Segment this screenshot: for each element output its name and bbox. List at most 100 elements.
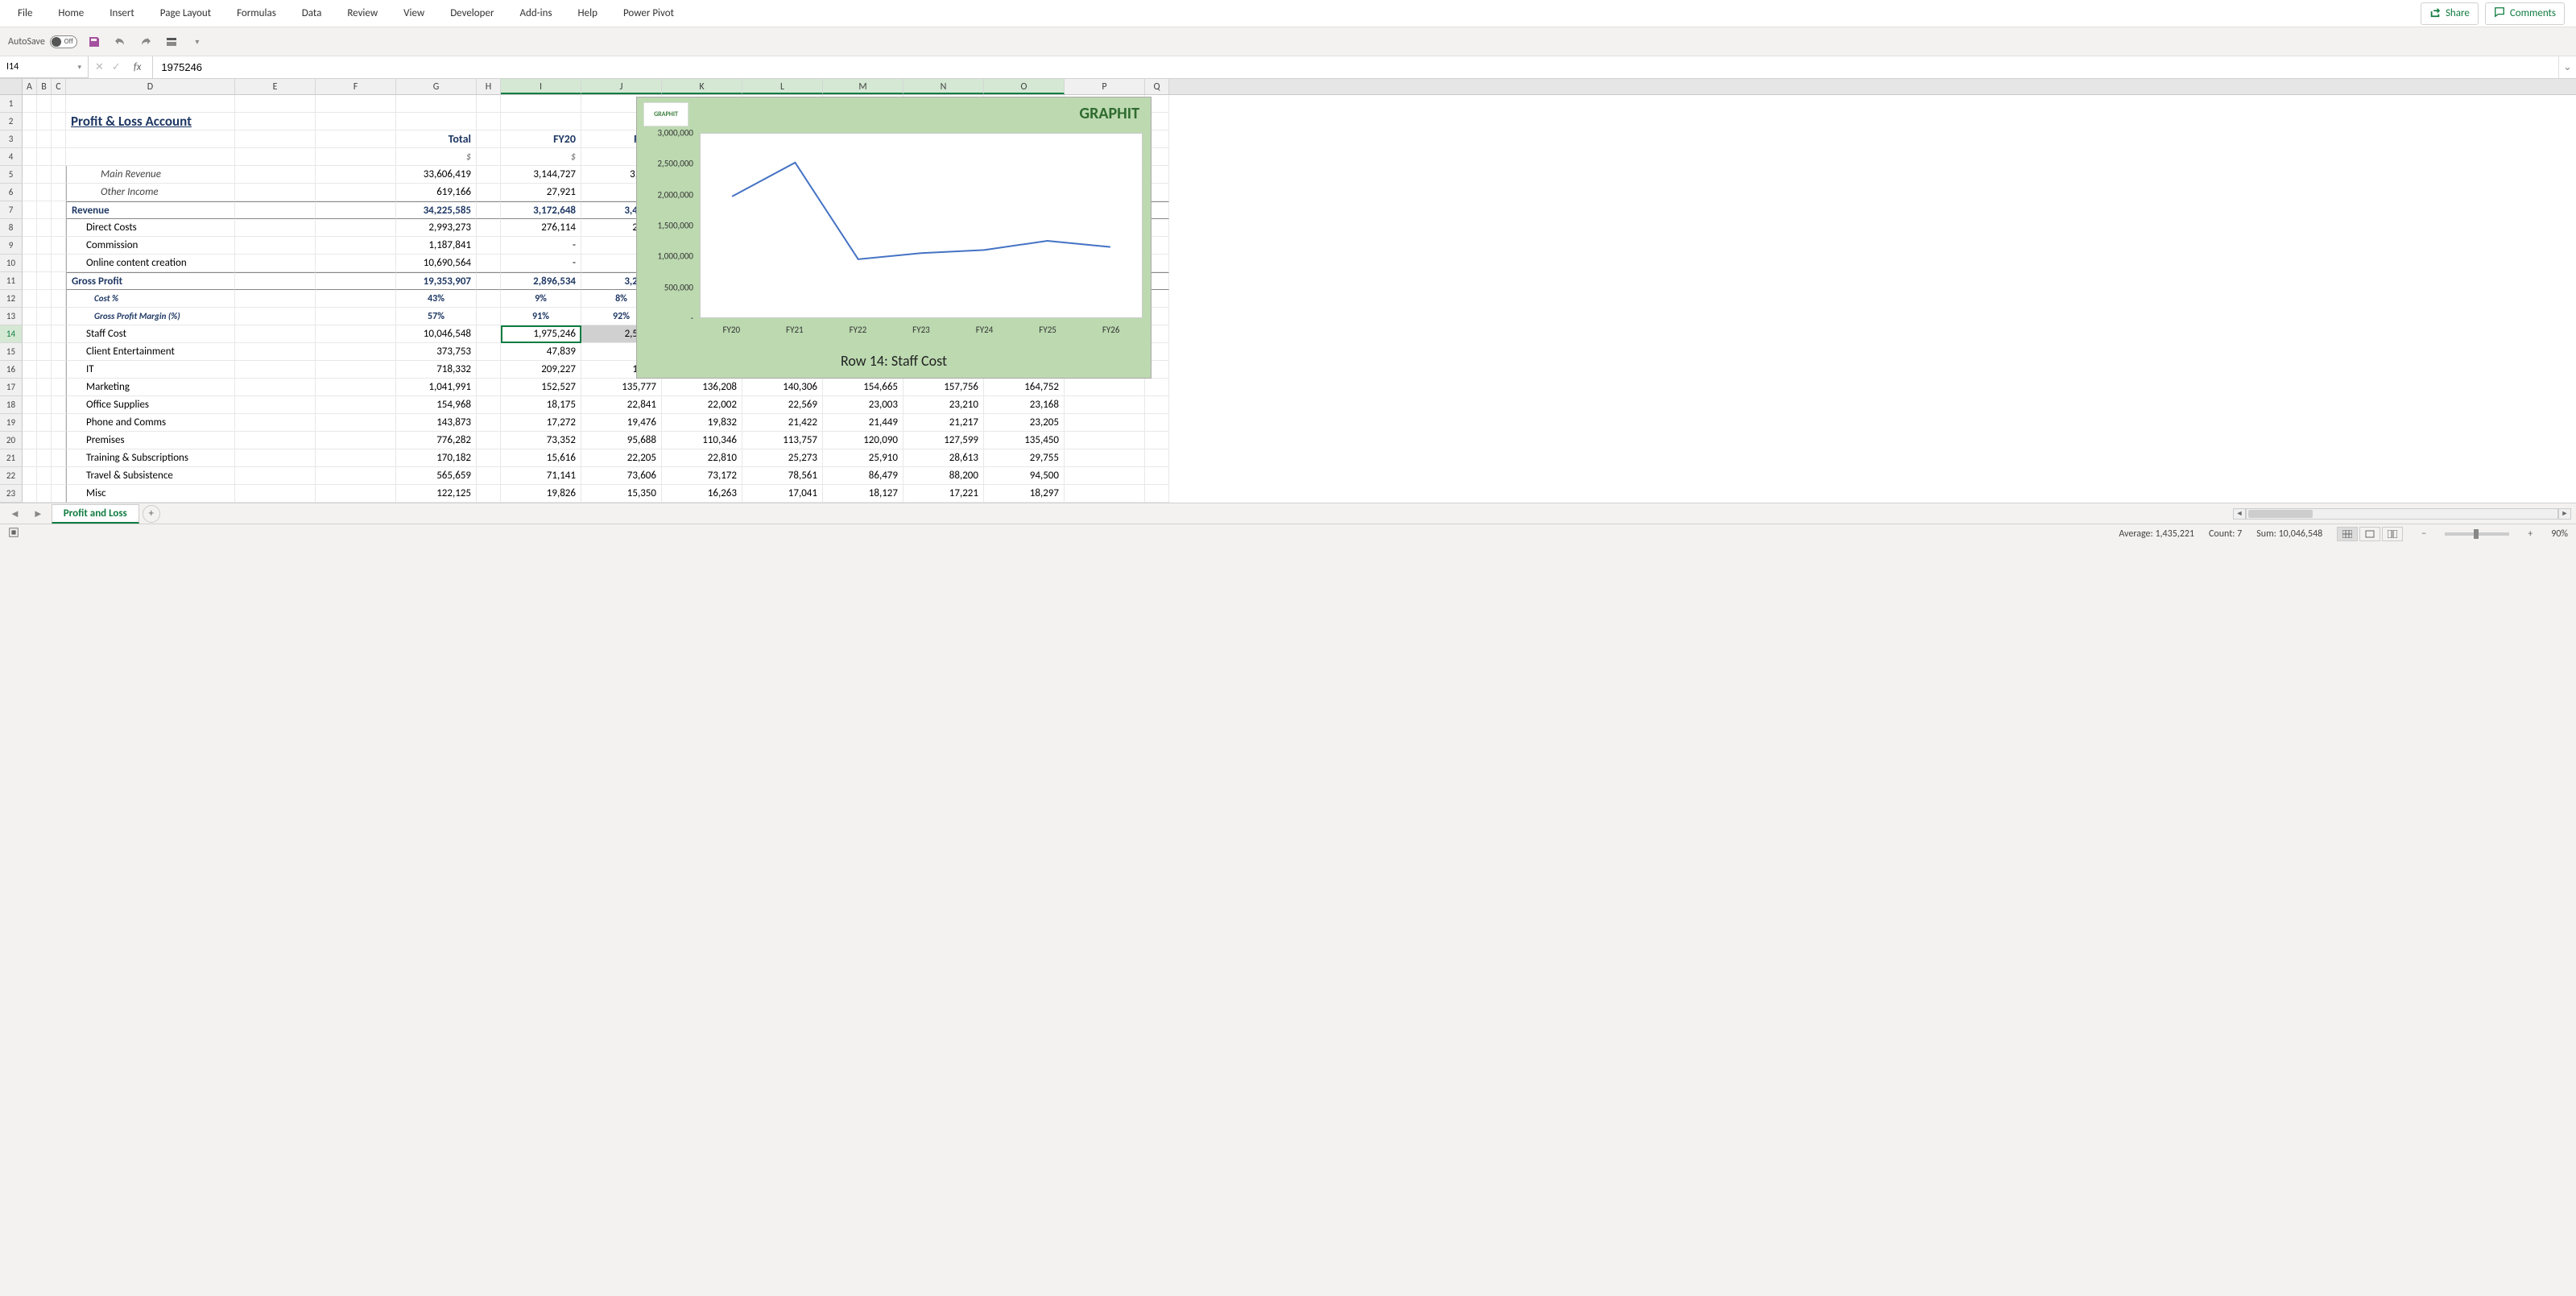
col-header-I[interactable]: I xyxy=(501,79,581,94)
cell[interactable]: 619,166 xyxy=(396,184,477,201)
cell[interactable]: Marketing xyxy=(66,379,235,396)
cell[interactable]: 23,210 xyxy=(903,396,984,414)
cell[interactable] xyxy=(235,184,316,201)
formula-input[interactable] xyxy=(153,56,2558,78)
cell[interactable]: 17,221 xyxy=(903,485,984,503)
cell[interactable] xyxy=(52,308,66,325)
cell[interactable] xyxy=(1145,485,1169,503)
cell[interactable] xyxy=(52,379,66,396)
cell[interactable] xyxy=(477,467,501,485)
tab-file[interactable]: File xyxy=(5,0,45,27)
tab-page-layout[interactable]: Page Layout xyxy=(147,0,224,27)
row-header[interactable]: 15 xyxy=(0,343,23,361)
cell[interactable]: - xyxy=(501,237,581,255)
col-header-H[interactable]: H xyxy=(477,79,501,94)
cell[interactable] xyxy=(1145,414,1169,432)
cell[interactable]: 57% xyxy=(396,308,477,325)
cell[interactable] xyxy=(37,343,52,361)
cell[interactable] xyxy=(37,308,52,325)
cell[interactable]: Gross Profit Margin (%) xyxy=(66,308,235,325)
cell[interactable] xyxy=(37,201,52,219)
cell[interactable] xyxy=(477,325,501,343)
hscroll-right-icon[interactable]: ► xyxy=(2558,508,2571,520)
cell[interactable]: 143,873 xyxy=(396,414,477,432)
cell[interactable] xyxy=(396,113,477,130)
cell[interactable]: 19,826 xyxy=(501,485,581,503)
cell[interactable] xyxy=(235,308,316,325)
add-sheet-button[interactable]: + xyxy=(143,505,160,523)
cell[interactable] xyxy=(235,130,316,148)
cell[interactable]: 25,273 xyxy=(742,449,823,467)
zoom-slider[interactable] xyxy=(2445,532,2509,536)
cell[interactable]: 120,090 xyxy=(823,432,903,449)
cell[interactable] xyxy=(235,255,316,272)
cell[interactable] xyxy=(23,432,37,449)
cell[interactable]: 71,141 xyxy=(501,467,581,485)
cell[interactable] xyxy=(23,272,37,290)
zoom-in-icon[interactable]: + xyxy=(2524,528,2537,540)
cell[interactable]: 73,352 xyxy=(501,432,581,449)
cell[interactable] xyxy=(477,432,501,449)
cell[interactable]: 2,993,273 xyxy=(396,219,477,237)
cell[interactable] xyxy=(316,272,396,290)
cell[interactable] xyxy=(37,237,52,255)
cell[interactable] xyxy=(37,255,52,272)
row-header[interactable]: 6 xyxy=(0,184,23,201)
cell[interactable] xyxy=(23,343,37,361)
cell[interactable]: Direct Costs xyxy=(66,219,235,237)
chart-overlay[interactable]: GRAPHIT GRAPHIT 3,000,0002,500,0002,000,… xyxy=(636,97,1152,379)
cell[interactable] xyxy=(1065,379,1145,396)
cell[interactable] xyxy=(37,184,52,201)
cell[interactable]: 1,187,841 xyxy=(396,237,477,255)
cell[interactable] xyxy=(396,95,477,113)
col-header-N[interactable]: N xyxy=(903,79,984,94)
row-header[interactable]: 10 xyxy=(0,255,23,272)
row-header[interactable]: 8 xyxy=(0,219,23,237)
cell[interactable] xyxy=(52,361,66,379)
row-header[interactable]: 11 xyxy=(0,272,23,290)
cell[interactable] xyxy=(23,308,37,325)
cell[interactable]: 91% xyxy=(501,308,581,325)
col-header-G[interactable]: G xyxy=(396,79,477,94)
cell[interactable] xyxy=(477,166,501,184)
cell[interactable]: 94,500 xyxy=(984,467,1065,485)
row-header[interactable]: 22 xyxy=(0,467,23,485)
cell[interactable] xyxy=(477,449,501,467)
formula-expand-icon[interactable]: ⌄ xyxy=(2558,56,2576,78)
view-page-break-icon[interactable] xyxy=(2382,527,2403,541)
qat-custom-icon[interactable] xyxy=(163,33,180,51)
row-header[interactable]: 21 xyxy=(0,449,23,467)
cell[interactable]: 95,688 xyxy=(581,432,662,449)
col-header-O[interactable]: O xyxy=(984,79,1065,94)
cell[interactable] xyxy=(235,396,316,414)
cell[interactable] xyxy=(52,166,66,184)
cell[interactable] xyxy=(316,485,396,503)
cell[interactable] xyxy=(23,449,37,467)
cell[interactable] xyxy=(37,396,52,414)
cell[interactable]: 28,613 xyxy=(903,449,984,467)
cell[interactable]: 21,449 xyxy=(823,414,903,432)
cell[interactable] xyxy=(316,113,396,130)
cell[interactable] xyxy=(316,467,396,485)
cell[interactable] xyxy=(37,432,52,449)
cell[interactable]: 18,127 xyxy=(823,485,903,503)
cell[interactable]: Revenue xyxy=(66,201,235,219)
tab-insert[interactable]: Insert xyxy=(97,0,147,27)
cell[interactable] xyxy=(23,396,37,414)
cell[interactable] xyxy=(316,255,396,272)
cell[interactable] xyxy=(1145,467,1169,485)
col-header-J[interactable]: J xyxy=(581,79,662,94)
cell[interactable] xyxy=(477,201,501,219)
cell[interactable]: 17,041 xyxy=(742,485,823,503)
cell[interactable] xyxy=(477,290,501,308)
tab-developer[interactable]: Developer xyxy=(437,0,507,27)
tab-help[interactable]: Help xyxy=(565,0,610,27)
tab-review[interactable]: Review xyxy=(334,0,391,27)
cell[interactable] xyxy=(477,396,501,414)
cell[interactable]: 22,205 xyxy=(581,449,662,467)
cell[interactable] xyxy=(23,325,37,343)
comments-button[interactable]: Comments xyxy=(2485,2,2565,25)
cell[interactable]: 10,690,564 xyxy=(396,255,477,272)
cell[interactable]: Gross Profit xyxy=(66,272,235,290)
row-header[interactable]: 14 xyxy=(0,325,23,343)
